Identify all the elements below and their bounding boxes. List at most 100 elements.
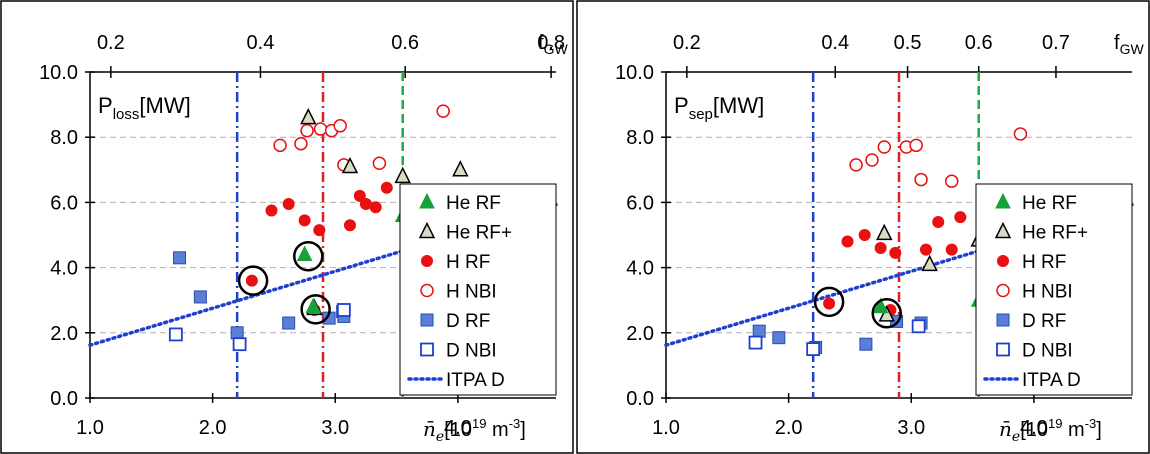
legend-label-h-nbi: H NBI bbox=[1022, 282, 1073, 303]
data-point-h-nbi bbox=[436, 104, 450, 118]
legend-label-d-nbi: D NBI bbox=[446, 341, 497, 362]
y-axis-label: Ploss[MW] bbox=[98, 93, 191, 123]
legend-marker-d-nbi bbox=[420, 342, 434, 357]
top-tick-label: 0.6 bbox=[391, 32, 419, 54]
chart-ploss: 0.0 2.0 4.0 6.0 8.0 10.0 1.0 2.0 3.0 4.0 0.2 0.4 0.6… bbox=[0, 0, 574, 454]
x-axis-label-sub: e bbox=[1012, 429, 1020, 445]
legend-label-he-rf: He RF+ bbox=[446, 223, 512, 244]
y-axis-label-sub: loss bbox=[113, 106, 140, 123]
y-tick-label: 4.0 bbox=[626, 258, 654, 280]
data-point-h-rf bbox=[889, 246, 902, 259]
x-axis-label-tail: m bbox=[486, 419, 508, 441]
top-axis-label-main: f bbox=[1114, 32, 1120, 54]
data-point-h-rf bbox=[265, 204, 278, 217]
legend-marker-h-nbi bbox=[996, 283, 1010, 298]
data-point-h-rf bbox=[858, 229, 871, 241]
data-point-d-nbi bbox=[232, 337, 247, 352]
data-point-he-rf bbox=[452, 160, 469, 177]
x-axis-label: n̄e[1019 m-3] bbox=[999, 416, 1102, 445]
legend-label-itpa-d: ITPA D bbox=[1022, 370, 1081, 391]
data-point-h-nbi bbox=[313, 122, 328, 136]
data-point-he-rf bbox=[878, 305, 895, 322]
y-tick-label: 10.0 bbox=[39, 62, 78, 84]
y-tick-label: 4.0 bbox=[50, 258, 78, 280]
data-point-h-nbi bbox=[909, 138, 923, 153]
y-tick-label: 0.0 bbox=[626, 388, 654, 410]
y-axis-label-main: P bbox=[98, 93, 113, 118]
data-point-h-rf bbox=[313, 224, 326, 237]
y-tick-label: 2.0 bbox=[50, 323, 78, 345]
legend-marker-he-rf bbox=[995, 192, 1011, 209]
top-tick-label: 0.5 bbox=[894, 32, 922, 54]
data-point-h-rf bbox=[359, 198, 372, 211]
data-point-he-rf bbox=[341, 156, 359, 174]
y-tick-label: 10.0 bbox=[615, 62, 654, 84]
x-axis-label-sub: e bbox=[436, 429, 444, 445]
x-axis-label-tail: m bbox=[1062, 419, 1084, 441]
legend-label-h-nbi: H NBI bbox=[446, 282, 497, 303]
data-point-d-nbi bbox=[806, 342, 821, 357]
data-point-h-rf bbox=[919, 243, 932, 256]
legend-label-he-rf: He RF bbox=[1022, 193, 1077, 214]
legend-marker-h-nbi bbox=[420, 283, 434, 298]
y-tick-label: 6.0 bbox=[626, 192, 654, 214]
data-point-d-rf bbox=[859, 337, 873, 351]
legend-marker-he-rf bbox=[994, 221, 1012, 239]
data-point-h-nbi bbox=[944, 174, 959, 188]
legend-marker-he-rf bbox=[418, 221, 436, 239]
x-axis-label-main: n̄ bbox=[423, 417, 436, 441]
data-point-h-rf bbox=[282, 198, 295, 211]
y-axis-label-sub: sep bbox=[689, 106, 713, 123]
x-tick-label: 2.0 bbox=[199, 417, 227, 439]
highlight-circle bbox=[300, 294, 331, 325]
top-axis-label: fGW bbox=[538, 32, 568, 57]
data-point-h-rf bbox=[841, 235, 854, 248]
chart-panel-psep: 0.0 2.0 4.0 6.0 8.0 10.0 1.0 2.0 3.0 4.0 0.2 0.4 0.5… bbox=[576, 0, 1150, 454]
legend-marker-h-rf bbox=[421, 255, 433, 267]
data-point-h-rf bbox=[380, 181, 393, 194]
x-axis-label-unit: [10 bbox=[444, 419, 472, 441]
data-point-d-rf bbox=[173, 251, 187, 265]
legend-label-he-rf: He RF+ bbox=[1022, 223, 1088, 244]
x-axis-label-sup2: -3 bbox=[509, 416, 521, 431]
data-point-h-nbi bbox=[273, 138, 287, 153]
top-tick-label: 0.8 bbox=[537, 32, 565, 54]
data-point-h-rf bbox=[945, 243, 958, 256]
data-point-he-rf bbox=[296, 245, 313, 262]
y-axis-label-unit: [MW] bbox=[713, 93, 764, 118]
x-tick-label: 3.0 bbox=[897, 417, 925, 439]
top-tick-label: 0.6 bbox=[965, 32, 993, 54]
x-tick-label: 1.0 bbox=[76, 417, 104, 439]
x-axis-label-close: ] bbox=[1096, 419, 1102, 441]
top-axis-label-main: f bbox=[538, 32, 544, 54]
data-point-h-nbi bbox=[1013, 127, 1028, 141]
data-point-d-rf bbox=[193, 290, 207, 304]
top-tick-label: 0.4 bbox=[821, 32, 849, 54]
x-axis-label-main: n̄ bbox=[999, 417, 1012, 441]
data-point-d-rf bbox=[772, 331, 786, 345]
data-point-h-nbi bbox=[300, 123, 314, 138]
legend-label-h-rf: H RF bbox=[1022, 252, 1066, 273]
legend-label-d-rf: D RF bbox=[446, 311, 490, 332]
data-point-h-nbi bbox=[849, 158, 863, 172]
y-tick-label: 8.0 bbox=[50, 127, 78, 149]
chart-panel-ploss: 0.0 2.0 4.0 6.0 8.0 10.0 1.0 2.0 3.0 4.0 0.2 0.4 0.6… bbox=[0, 0, 574, 454]
legend-label-d-rf: D RF bbox=[1022, 311, 1066, 332]
top-axis-label: fGW bbox=[1114, 32, 1144, 57]
top-tick-label: 0.7 bbox=[1042, 32, 1070, 54]
highlight-circle bbox=[813, 286, 845, 318]
data-point-h-rf bbox=[874, 242, 887, 255]
x-tick-label: 4.0 bbox=[444, 417, 472, 439]
data-point-h-rf bbox=[343, 219, 356, 232]
legend-marker-d-rf bbox=[420, 313, 434, 327]
highlight-circle bbox=[293, 240, 324, 272]
data-point-h-nbi bbox=[294, 136, 308, 151]
x-tick-label: 3.0 bbox=[321, 417, 349, 439]
top-tick-label: 0.2 bbox=[673, 32, 701, 54]
data-point-h-nbi bbox=[877, 140, 892, 154]
x-axis-label-sup: 19 bbox=[472, 416, 486, 431]
data-point-h-nbi bbox=[914, 172, 928, 187]
y-axis-label-main: P bbox=[674, 93, 689, 118]
data-point-d-rf bbox=[230, 326, 244, 340]
data-point-he-rf bbox=[872, 297, 889, 314]
